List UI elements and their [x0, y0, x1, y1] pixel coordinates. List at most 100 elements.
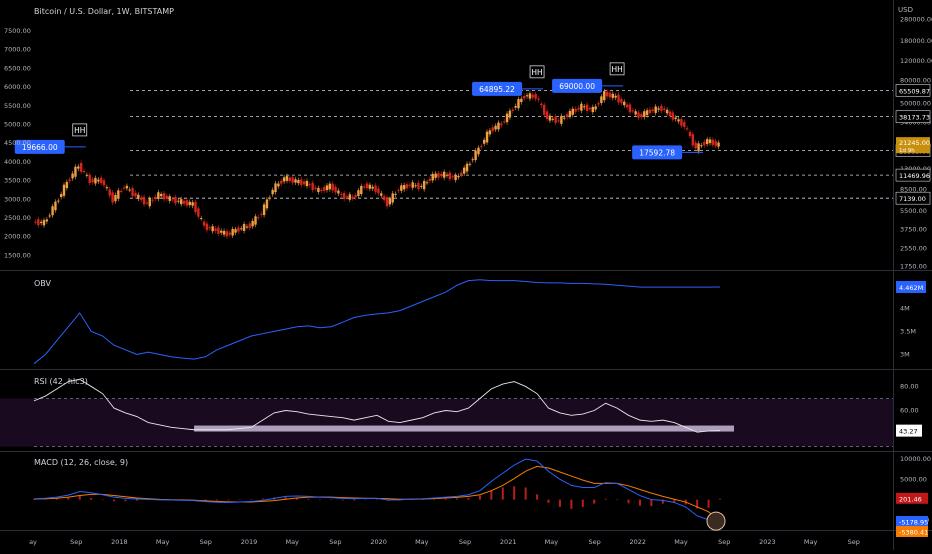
candle-body	[474, 150, 477, 161]
candle-body	[402, 184, 406, 190]
candle-body	[511, 109, 514, 112]
last-price-value: 21245.00	[899, 139, 930, 147]
candle-body	[688, 131, 692, 137]
candle-body	[248, 223, 252, 228]
candle-body	[442, 171, 446, 178]
right-axis-tick: 180000.00	[900, 37, 932, 45]
macd-histogram-bar	[204, 499, 207, 501]
candle-body	[94, 177, 97, 184]
rsi-axis-tick: 80.00	[900, 382, 919, 390]
macd-pane[interactable]	[33, 458, 726, 531]
price-pane[interactable]: 19666.00 HH 64895.22 HH 69000.00 HH 17592.78	[14, 62, 893, 239]
rsi-pane[interactable]	[0, 378, 893, 447]
candle-body	[119, 190, 123, 192]
macd-histogram-bar	[536, 494, 539, 500]
candle-body	[268, 197, 272, 199]
macd-histogram-bar	[547, 499, 550, 503]
macd-histogram-bar	[501, 487, 504, 500]
candle-body	[208, 227, 211, 229]
candle-body	[623, 101, 626, 106]
left-axis-tick: 3500.00	[4, 177, 31, 185]
macd-histogram-bar	[67, 497, 70, 500]
candle-body	[231, 228, 234, 236]
candle-body	[583, 106, 586, 108]
candle-body	[117, 190, 120, 199]
candle-body	[225, 231, 229, 237]
candle-body	[485, 131, 489, 143]
time-axis-tick: 2020	[370, 538, 387, 546]
macd-histogram-bar	[147, 499, 150, 501]
candle-body	[228, 232, 231, 235]
candle-body	[600, 96, 603, 104]
candle-body	[105, 187, 109, 189]
candle-body	[671, 112, 675, 120]
candle-body	[274, 183, 277, 193]
macd-axis-tick: 10000.00	[900, 455, 931, 463]
candle-body	[537, 98, 540, 100]
candle-body	[637, 112, 640, 118]
candle-body	[451, 176, 454, 178]
macd-histogram-bar	[627, 499, 630, 504]
candle-body	[631, 110, 635, 112]
candle-body	[331, 183, 334, 191]
candle-body	[445, 174, 449, 176]
candle-body	[663, 108, 666, 110]
candle-body	[151, 199, 154, 201]
candle-body	[88, 174, 91, 184]
right-axis-tick: 3750.00	[900, 226, 927, 234]
right-axis-tick: 80000.00	[900, 77, 931, 85]
left-axis-tick: 5500.00	[4, 102, 31, 110]
rsi-last-badge	[896, 424, 922, 437]
candle-body	[348, 194, 352, 200]
candle-body	[197, 208, 200, 217]
candle-body	[311, 182, 314, 191]
candle-body	[711, 139, 715, 145]
candle-body	[560, 115, 563, 124]
macd-histogram-bar	[90, 497, 93, 500]
candle-body	[700, 145, 703, 147]
left-axis-tick: 1500.00	[4, 251, 31, 259]
candle-body	[525, 95, 529, 97]
macd-histogram-bar	[593, 499, 596, 504]
candle-body	[362, 186, 366, 188]
obv-pane[interactable]	[33, 279, 721, 365]
macd-histogram-bar	[638, 499, 641, 506]
candle-body	[394, 193, 397, 195]
price-annotation-value: 69000.00	[559, 82, 595, 91]
macd-last-badge	[896, 516, 928, 527]
candle-body	[468, 163, 472, 165]
candle-body	[514, 106, 517, 108]
candle-body	[563, 117, 566, 119]
candle-body	[417, 182, 420, 189]
candle-body	[565, 114, 569, 118]
left-axis-tick: 7000.00	[4, 46, 31, 54]
candle-body	[291, 177, 294, 183]
level-axis-value: 38173.73	[899, 114, 930, 122]
candle-body	[651, 109, 655, 112]
macd-title: MACD (12, 26, close, 9)	[34, 458, 128, 467]
candle-body	[368, 184, 372, 189]
candle-body	[683, 122, 686, 127]
candle-body	[328, 183, 332, 190]
hh-label: HH	[531, 68, 542, 77]
candle-body	[45, 219, 49, 222]
candle-body	[462, 167, 466, 174]
candle-body	[114, 194, 117, 202]
macd-last-value: -5380.41	[899, 529, 928, 537]
left-axis-tick: 4000.00	[4, 158, 31, 166]
candle-body	[611, 93, 615, 98]
left-axis-tick: 2500.00	[4, 214, 31, 222]
right-axis-tick: 280000.00	[900, 16, 932, 24]
macd-histogram-bar	[719, 498, 721, 500]
candle-body	[408, 184, 412, 186]
candle-body	[108, 189, 111, 196]
candle-body	[168, 196, 171, 201]
left-axis-tick: 7500.00	[4, 27, 31, 35]
candle-body	[334, 186, 337, 193]
hh-label-box	[529, 65, 545, 79]
candle-body	[674, 117, 677, 120]
price-annotation-value: 64895.22	[479, 85, 515, 94]
candle-body	[57, 200, 60, 202]
